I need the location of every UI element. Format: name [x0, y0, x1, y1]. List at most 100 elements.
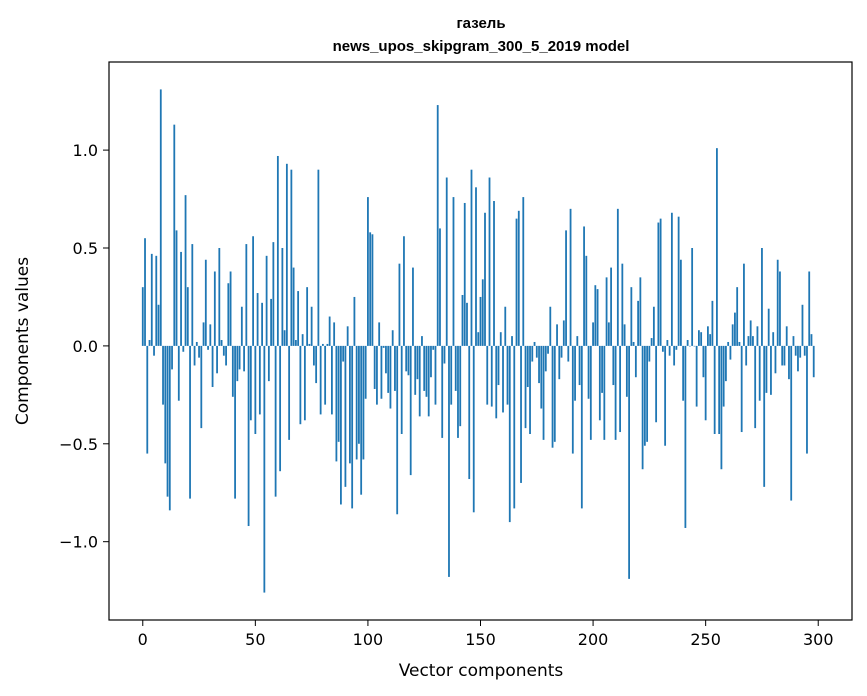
bar: [725, 345, 727, 382]
bar: [734, 312, 736, 346]
bar: [716, 148, 718, 346]
bar: [646, 345, 649, 442]
bar: [204, 259, 207, 346]
bar: [639, 277, 642, 346]
bar: [213, 271, 216, 346]
bar: [675, 345, 678, 350]
bar: [175, 230, 178, 346]
bar: [146, 345, 149, 454]
bar: [265, 255, 268, 346]
x-tick-label: 50: [245, 630, 265, 649]
bar: [184, 195, 187, 346]
bar: [247, 345, 250, 527]
bar: [346, 326, 349, 346]
bar: [495, 345, 498, 419]
bar: [171, 345, 173, 370]
bar: [677, 216, 680, 346]
bar: [592, 322, 594, 346]
bar: [670, 212, 673, 346]
bar: [637, 300, 640, 346]
bar: [695, 345, 698, 407]
bar: [369, 232, 372, 346]
bar: [439, 228, 441, 346]
bar: [337, 345, 340, 442]
bar: [470, 169, 473, 346]
bar: [362, 345, 365, 460]
bar: [740, 345, 743, 433]
bar: [445, 177, 448, 346]
bar: [698, 330, 700, 346]
bar: [628, 345, 630, 579]
bar: [292, 267, 295, 346]
bar: [457, 345, 459, 438]
bar: [155, 255, 158, 346]
bar: [306, 287, 309, 346]
bar: [317, 169, 320, 346]
bar: [520, 345, 522, 483]
bar: [389, 345, 392, 409]
bar: [364, 345, 367, 399]
bar: [781, 345, 784, 366]
bar: [168, 345, 171, 511]
bar: [180, 251, 182, 346]
bar: [360, 345, 363, 495]
bar: [767, 308, 770, 346]
bar: [607, 322, 610, 346]
bar: [331, 345, 333, 415]
bar: [531, 345, 534, 362]
bar: [162, 345, 164, 405]
bar: [779, 271, 781, 346]
bar: [601, 345, 603, 393]
bar: [225, 345, 227, 366]
bar: [202, 322, 205, 346]
bar: [261, 302, 263, 346]
chart-title: газель: [456, 15, 505, 32]
bar: [475, 187, 477, 346]
x-tick-label: 100: [353, 630, 384, 649]
bar: [378, 322, 381, 346]
bar: [610, 267, 612, 346]
bar: [443, 345, 446, 364]
bar: [788, 345, 790, 380]
bar: [367, 197, 369, 346]
bar: [745, 345, 748, 366]
bar: [267, 345, 270, 382]
x-axis-label: Vector components: [399, 661, 564, 681]
bar: [763, 345, 766, 487]
bar: [299, 345, 302, 425]
y-axis: −1.0 −0.5 0.0 0.5 1.0: [59, 141, 109, 552]
bar: [619, 345, 621, 433]
bar: [222, 345, 225, 356]
bar: [785, 326, 788, 346]
bar: [747, 336, 750, 346]
bar: [229, 271, 232, 346]
bar: [396, 345, 399, 515]
y-tick-label: −0.5: [59, 435, 98, 454]
bar: [704, 345, 707, 421]
bar: [526, 345, 529, 388]
bar: [421, 336, 423, 346]
bar: [535, 345, 538, 358]
bar: [797, 345, 799, 372]
bar: [310, 306, 313, 346]
bar: [391, 330, 394, 346]
bar: [808, 271, 811, 346]
x-tick-label: 150: [465, 630, 496, 649]
bar: [700, 332, 703, 346]
bar: [686, 340, 689, 346]
bar: [569, 208, 572, 346]
bar: [157, 304, 160, 346]
bar: [756, 326, 759, 346]
bar: [436, 105, 439, 346]
bar: [238, 345, 241, 370]
bar: [664, 345, 667, 446]
bar: [515, 218, 518, 346]
bar: [321, 343, 324, 346]
bar: [290, 169, 293, 346]
bar: [702, 345, 705, 378]
bar: [551, 345, 554, 448]
bar: [621, 263, 624, 346]
bar: [272, 242, 275, 346]
bar: [792, 336, 795, 346]
bar: [279, 345, 282, 472]
